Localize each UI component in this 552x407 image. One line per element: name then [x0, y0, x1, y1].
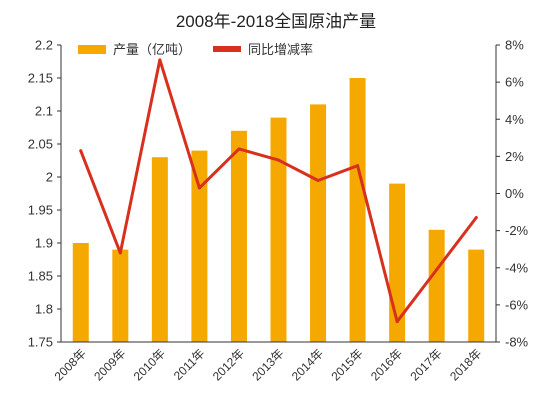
- bar-series: [72, 78, 485, 343]
- x-tick-label-9: 2016年: [368, 346, 405, 383]
- x-tick-label-4: 2011年: [171, 346, 208, 383]
- left-tick-label-9: 2.15: [28, 71, 53, 86]
- left-tick-label-10: 2.2: [35, 38, 53, 53]
- x-tick-label-10: 2017年: [408, 346, 445, 383]
- growth-rate-point-3: [158, 58, 162, 62]
- growth-rate-point-10: [435, 268, 439, 272]
- left-tick-label-1: 1.75: [28, 335, 53, 350]
- left-tick-label-4: 1.9: [35, 236, 53, 251]
- bar-6: [270, 117, 287, 342]
- bar-5: [230, 130, 247, 342]
- x-tick-label-3: 2010年: [131, 346, 168, 383]
- x-tick-label-11: 2018年: [447, 346, 484, 383]
- bar-2: [112, 249, 129, 342]
- x-tick-label-8: 2015年: [328, 346, 365, 383]
- right-tick-label-7: 4%: [505, 112, 524, 127]
- left-tick-label-5: 1.95: [28, 203, 53, 218]
- x-tick-label-2: 2009年: [91, 346, 128, 383]
- growth-rate-point-4: [197, 186, 201, 190]
- bar-10: [428, 229, 445, 342]
- right-tick-label-4: -2%: [505, 223, 529, 238]
- right-tick-label-9: 8%: [505, 38, 524, 53]
- bar-1: [72, 243, 89, 342]
- growth-rate-point-5: [237, 147, 241, 151]
- x-tick-label-7: 2014年: [289, 346, 326, 383]
- x-tick-label-6: 2013年: [249, 346, 286, 383]
- bar-3: [151, 157, 168, 342]
- bar-8: [349, 78, 366, 342]
- bar-7: [310, 104, 327, 343]
- right-tick-label-1: -8%: [505, 335, 529, 350]
- legend-label-production: 产量（亿吨）: [113, 42, 191, 57]
- growth-rate-point-9: [395, 320, 399, 324]
- line-series: [79, 58, 478, 324]
- left-tick-label-6: 2: [46, 170, 53, 185]
- growth-rate-point-11: [474, 216, 478, 220]
- growth-rate-point-1: [79, 149, 83, 153]
- left-tick-label-2: 1.8: [35, 302, 53, 317]
- growth-rate-point-6: [277, 158, 280, 162]
- legend-label-growth-rate: 同比增减率: [248, 42, 313, 57]
- x-tick-label-1: 2008年: [52, 346, 89, 383]
- growth-rate-point-7: [316, 179, 320, 183]
- growth-rate-point-2: [118, 251, 122, 255]
- bar-4: [191, 150, 208, 342]
- growth-rate-point-8: [356, 164, 360, 168]
- right-tick-label-8: 6%: [505, 75, 524, 90]
- left-tick-label-8: 2.1: [35, 104, 53, 119]
- left-tick-label-7: 2.05: [28, 137, 53, 152]
- legend-swatch-production: [78, 45, 106, 54]
- chart-title: 2008年-2018全国原油产量: [176, 12, 376, 31]
- right-tick-label-6: 2%: [505, 149, 524, 164]
- x-tick-label-5: 2012年: [210, 346, 247, 383]
- right-tick-label-5: 0%: [505, 186, 524, 201]
- legend: 产量（亿吨） 同比增减率: [78, 42, 313, 57]
- bar-11: [468, 249, 485, 342]
- left-tick-label-3: 1.85: [28, 269, 53, 284]
- right-tick-label-3: -4%: [505, 260, 529, 275]
- right-tick-label-2: -6%: [505, 297, 529, 312]
- legend-swatch-growth-rate: [213, 46, 241, 52]
